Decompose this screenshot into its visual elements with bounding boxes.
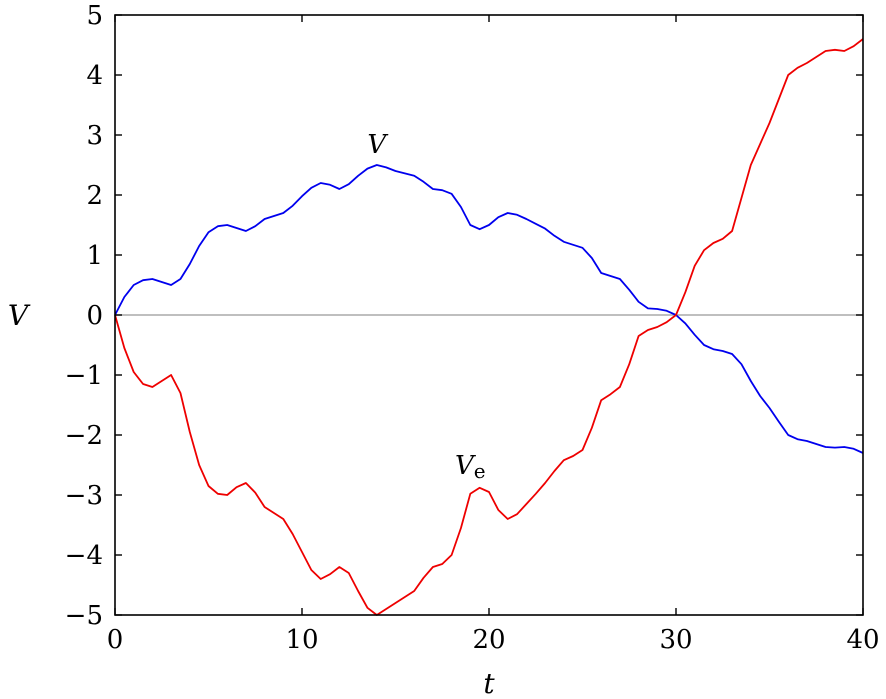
- y-tick-label: 3: [86, 121, 103, 151]
- y-axis-label: V: [8, 299, 31, 332]
- y-tick-label: −1: [65, 361, 103, 391]
- y-tick-label: 5: [86, 1, 103, 31]
- y-tick-label: 0: [86, 301, 103, 331]
- x-tick-label: 30: [659, 625, 692, 655]
- series-layer: [114, 38, 864, 616]
- y-tick-label: −2: [65, 421, 103, 451]
- annotation-subscript: e: [474, 459, 486, 483]
- y-tick-label: −4: [65, 541, 103, 571]
- series-line-ve: [114, 38, 864, 616]
- x-tick-label: 20: [472, 625, 505, 655]
- y-tick-label: 2: [86, 181, 103, 211]
- series-line-v: [114, 164, 864, 454]
- y-tick-label: 1: [86, 241, 103, 271]
- y-tick-label: −5: [65, 601, 103, 631]
- y-tick-label: −3: [65, 481, 103, 511]
- x-tick-label: 40: [846, 625, 879, 655]
- series-annotation: V: [367, 130, 388, 160]
- series-annotation: Ve: [455, 451, 486, 483]
- x-tick-label: 10: [285, 625, 318, 655]
- tick-layer: 0 10 20 30 40 −5 −4 −3 −2 −1 0 1 2 3 4 5: [65, 1, 880, 655]
- x-axis-label: t: [483, 667, 495, 699]
- x-tick-label: 0: [107, 625, 124, 655]
- y-tick-label: 4: [86, 61, 103, 91]
